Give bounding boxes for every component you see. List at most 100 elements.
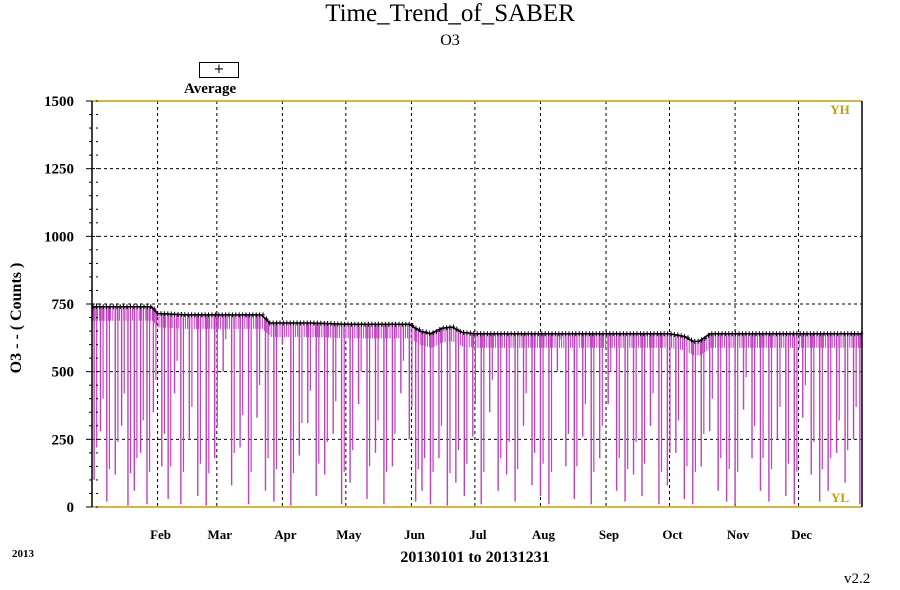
average-plus-marker [489, 331, 493, 337]
average-plus-marker [431, 330, 435, 336]
x-tick-label: Jun [404, 527, 426, 542]
average-plus-marker [444, 325, 449, 331]
average-plus-marker [492, 331, 496, 337]
average-plus-marker [281, 320, 286, 326]
average-plus-marker [315, 320, 320, 326]
average-plus-marker [808, 331, 813, 337]
x-tick-label: Sep [599, 527, 619, 542]
average-plus-marker [659, 331, 663, 337]
average-plus-marker [98, 304, 102, 310]
average-plus-marker [563, 331, 568, 337]
average-plus-marker [387, 321, 391, 327]
average-plus-marker [682, 333, 687, 339]
average-plus-marker [162, 311, 167, 317]
average-plus-marker [193, 312, 197, 318]
average-plus-marker [455, 326, 459, 332]
average-plus-marker [519, 331, 524, 337]
average-plus-marker [536, 331, 541, 337]
average-plus-marker [771, 331, 775, 337]
average-plus-marker [234, 312, 238, 318]
average-plus-marker [390, 321, 394, 327]
average-plus-marker [591, 331, 595, 337]
average-plus-marker [325, 321, 330, 327]
average-plus-marker [448, 324, 452, 330]
x-tick-label: Feb [150, 527, 171, 542]
average-plus-marker [540, 331, 544, 337]
average-plus-marker [696, 338, 700, 344]
average-plus-marker [264, 316, 269, 322]
average-plus-marker [196, 312, 201, 318]
average-plus-marker [227, 312, 231, 318]
average-plus-marker [111, 304, 116, 310]
average-plus-marker [176, 311, 180, 317]
average-plus-marker [733, 331, 738, 337]
average-plus-marker [302, 320, 306, 326]
y-tick-label: 750 [52, 297, 75, 313]
average-plus-marker [230, 312, 235, 318]
date-range-label: 20130101 to 20131231 [400, 549, 550, 566]
average-plus-marker [257, 312, 262, 318]
average-plus-marker [135, 304, 139, 310]
average-plus-marker [740, 331, 745, 337]
average-plus-marker [237, 312, 241, 318]
average-plus-marker [485, 331, 490, 337]
average-plus-marker [761, 331, 765, 337]
average-plus-marker [635, 331, 639, 337]
average-plus-marker [393, 321, 398, 327]
average-plus-marker [179, 312, 184, 318]
average-plus-marker [625, 331, 629, 337]
average-plus-marker [482, 331, 486, 337]
average-plus-marker [475, 331, 479, 337]
average-plus-marker [189, 312, 194, 318]
average-plus-marker [417, 327, 422, 333]
average-plus-marker [155, 310, 160, 316]
average-plus-marker [720, 331, 724, 337]
average-plus-marker [200, 312, 204, 318]
average-plus-marker [580, 331, 585, 337]
average-plus-marker [788, 331, 792, 337]
average-plus-marker [121, 304, 126, 310]
x-tick-label: Mar [208, 527, 233, 542]
average-plus-marker [703, 335, 707, 341]
average-plus-marker [757, 331, 762, 337]
average-plus-marker [478, 331, 483, 337]
average-plus-marker [509, 331, 513, 337]
average-plus-marker [601, 331, 605, 337]
average-plus-marker [353, 321, 357, 327]
average-plus-marker [723, 331, 728, 337]
average-plus-marker [795, 331, 799, 337]
average-plus-marker [159, 311, 163, 317]
average-plus-marker [533, 331, 537, 337]
average-plus-marker [295, 320, 299, 326]
average-plus-marker [754, 331, 758, 337]
average-plus-marker [94, 304, 99, 310]
grid-lines [92, 100, 862, 508]
x-tick-label: Oct [662, 527, 683, 542]
average-plus-marker [404, 321, 408, 327]
y-axis-label: O3 - - ( Counts ) [8, 263, 25, 374]
average-plus-marker [104, 304, 109, 310]
average-plus-marker [268, 320, 272, 326]
average-plus-marker [611, 331, 615, 337]
average-plus-marker [247, 312, 252, 318]
average-plus-marker [638, 331, 643, 337]
average-plus-marker [223, 312, 228, 318]
average-plus-marker [210, 312, 214, 318]
average-plus-marker [614, 331, 619, 337]
average-plus-marker [767, 331, 772, 337]
average-plus-marker [747, 331, 751, 337]
average-plus-marker [669, 331, 673, 337]
average-plus-marker [370, 321, 374, 327]
average-plus-marker [274, 320, 279, 326]
average-plus-marker [312, 320, 316, 326]
x-tick-label: Jul [469, 527, 487, 542]
average-plus-marker [346, 321, 350, 327]
average-plus-marker [329, 321, 333, 327]
axes [86, 100, 863, 508]
average-plus-marker [291, 320, 296, 326]
average-plus-marker [380, 321, 384, 327]
average-plus-marker [356, 321, 360, 327]
version-label: v2.2 [844, 571, 871, 587]
average-plus-marker [495, 331, 500, 337]
